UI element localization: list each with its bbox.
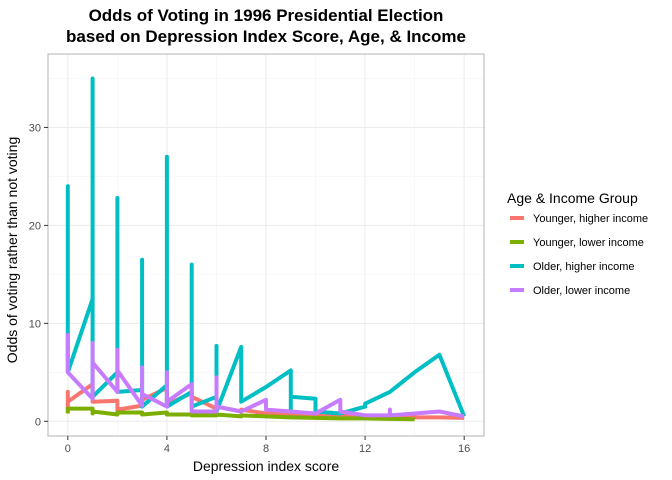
legend-label-3: Older, higher income <box>533 261 635 273</box>
x-tick-label: 8 <box>263 443 269 455</box>
legend: Age & Income Group Younger, higher incom… <box>507 190 648 297</box>
series-line-2 <box>65 406 415 422</box>
legend-label-4: Older, lower income <box>533 285 630 297</box>
y-tick-label: 0 <box>35 416 41 428</box>
x-axis-title: Depression index score <box>193 458 340 474</box>
y-tick-label: 20 <box>29 220 41 232</box>
legend-label-2: Younger, lower income <box>533 237 644 249</box>
x-tick-label: 12 <box>359 443 371 455</box>
y-axis-title: Odds of voting rather than not voting <box>4 137 20 363</box>
y-tick-label: 30 <box>29 122 41 134</box>
legend-label-1: Younger, higher income <box>533 213 648 225</box>
x-axis: 0 4 8 12 16 <box>65 436 470 455</box>
x-tick-label: 16 <box>458 443 470 455</box>
chart-title-line-1: Odds of Voting in 1996 Presidential Elec… <box>89 6 444 25</box>
series-group <box>65 76 467 422</box>
x-tick-label: 4 <box>164 443 170 455</box>
chart-title-line-2: based on Depression Index Score, Age, & … <box>66 27 466 46</box>
x-tick-label: 0 <box>65 443 71 455</box>
y-tick-label: 10 <box>29 318 41 330</box>
series-line-4 <box>65 333 465 419</box>
y-axis: 0 10 20 30 <box>29 122 48 428</box>
legend-title: Age & Income Group <box>507 190 638 206</box>
